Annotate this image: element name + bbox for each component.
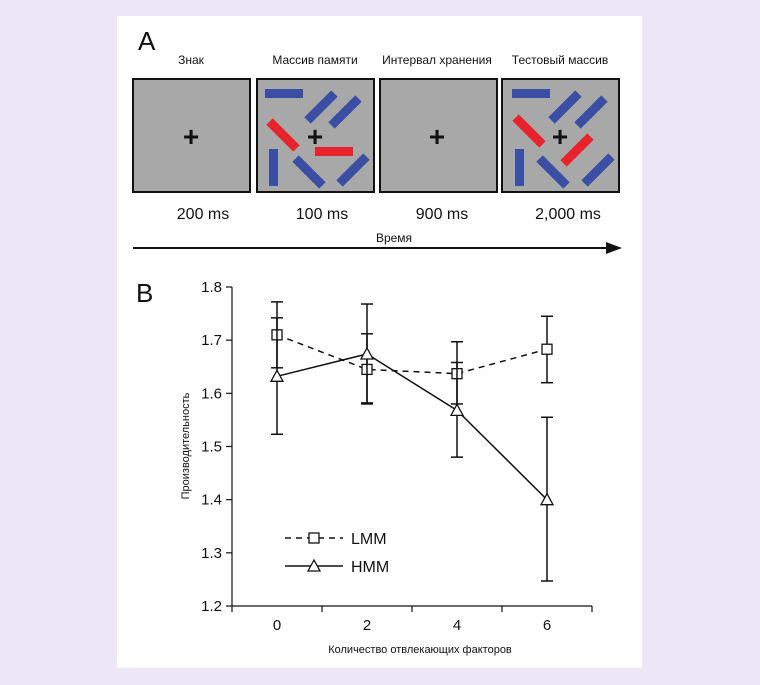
- fixation-cross: +: [307, 121, 323, 152]
- x-tick-label: 4: [453, 617, 461, 634]
- distractor-bar: [574, 95, 608, 129]
- frame-cue: Знак + 200 ms: [132, 53, 251, 223]
- frame-test-title: Тестовый массив: [512, 53, 608, 67]
- distractor-bar: [328, 95, 362, 129]
- triangle-marker: [359, 346, 375, 360]
- frame-retention-duration: 900 ms: [416, 206, 468, 223]
- fixation-cross: +: [552, 121, 568, 152]
- y-axis-label: Производительность: [180, 392, 192, 499]
- y-tick-label: 1.4: [201, 492, 222, 509]
- timeline-arrowhead: [606, 242, 622, 254]
- figure-canvas: A Знак + 200 ms Массив памяти + 100 ms И…: [132, 26, 622, 656]
- y-tick-label: 1.3: [201, 545, 222, 562]
- frame-retention-title: Интервал хранения: [382, 53, 492, 67]
- target-bar: [512, 114, 546, 148]
- timeline: Время: [133, 231, 622, 254]
- distractor-bar: [515, 149, 524, 186]
- distractor-bar: [548, 90, 582, 124]
- y-tick-label: 1.5: [201, 439, 222, 456]
- frame-test-array: Тестовый массив + 2,000 ms: [501, 53, 620, 223]
- y-ticks: 1.2 1.3 1.4 1.5 1.6 1.7 1.8: [201, 279, 232, 615]
- series-line: [276, 334, 548, 375]
- frame-retention-box: [379, 78, 498, 193]
- series-lmm: [271, 301, 553, 405]
- distractor-bar: [304, 90, 338, 124]
- target-bar: [560, 133, 594, 167]
- x-tick-label: 6: [543, 617, 551, 634]
- timeline-label: Время: [376, 231, 412, 245]
- distractor-bar: [536, 155, 570, 189]
- triangle-marker: [539, 492, 555, 506]
- frame-memory-title: Массив памяти: [272, 53, 357, 67]
- y-tick-label: 1.8: [201, 279, 222, 296]
- fixation-cross: +: [183, 121, 199, 152]
- square-marker: [308, 532, 320, 544]
- triangle-marker: [306, 558, 322, 572]
- x-tick-label: 2: [363, 617, 371, 634]
- distractor-bar: [269, 149, 278, 186]
- performance-chart: 1.2 1.3 1.4 1.5 1.6 1.7 1.8 0 2 4 6 Производитель…: [180, 279, 593, 656]
- figure: A Знак + 200 ms Массив памяти + 100 ms И…: [117, 16, 642, 668]
- legend: LMM HMM: [285, 531, 389, 576]
- triangle-marker: [449, 402, 465, 416]
- frame-cue-duration: 200 ms: [177, 206, 229, 223]
- x-ticks: 0 2 4 6: [231, 606, 593, 634]
- distractor-bar: [512, 89, 550, 98]
- legend-label: LMM: [351, 531, 387, 548]
- series-hmm: [269, 303, 555, 582]
- target-bar: [315, 147, 353, 156]
- frame-retention: Интервал хранения + 900 ms: [379, 53, 498, 223]
- y-tick-label: 1.7: [201, 332, 222, 349]
- memory-bars: [265, 89, 370, 189]
- distractor-bar: [265, 89, 303, 98]
- fixation-cross: +: [429, 121, 445, 152]
- frame-memory-duration: 100 ms: [296, 206, 348, 223]
- x-tick-label: 0: [273, 617, 281, 634]
- distractor-bar: [292, 155, 326, 189]
- series-line: [276, 353, 548, 501]
- series-layer: [269, 301, 555, 582]
- distractor-bar: [581, 153, 615, 187]
- x-axis-label: Количество отвлекающих факторов: [328, 644, 512, 656]
- test-bars: [512, 89, 615, 189]
- triangle-marker: [269, 368, 285, 382]
- legend-label: HMM: [351, 559, 389, 576]
- target-bar: [266, 118, 300, 152]
- panel-a-label: A: [138, 26, 156, 56]
- frame-memory-array: Массив памяти + 100 ms: [256, 53, 375, 223]
- square-marker: [541, 343, 553, 355]
- frame-cue-title: Знак: [178, 53, 205, 67]
- panel-b-label: B: [136, 278, 153, 308]
- frame-test-duration: 2,000 ms: [535, 206, 601, 223]
- distractor-bar: [336, 153, 370, 187]
- y-tick-label: 1.2: [201, 598, 222, 615]
- frame-cue-box: [132, 78, 251, 193]
- y-tick-label: 1.6: [201, 385, 222, 402]
